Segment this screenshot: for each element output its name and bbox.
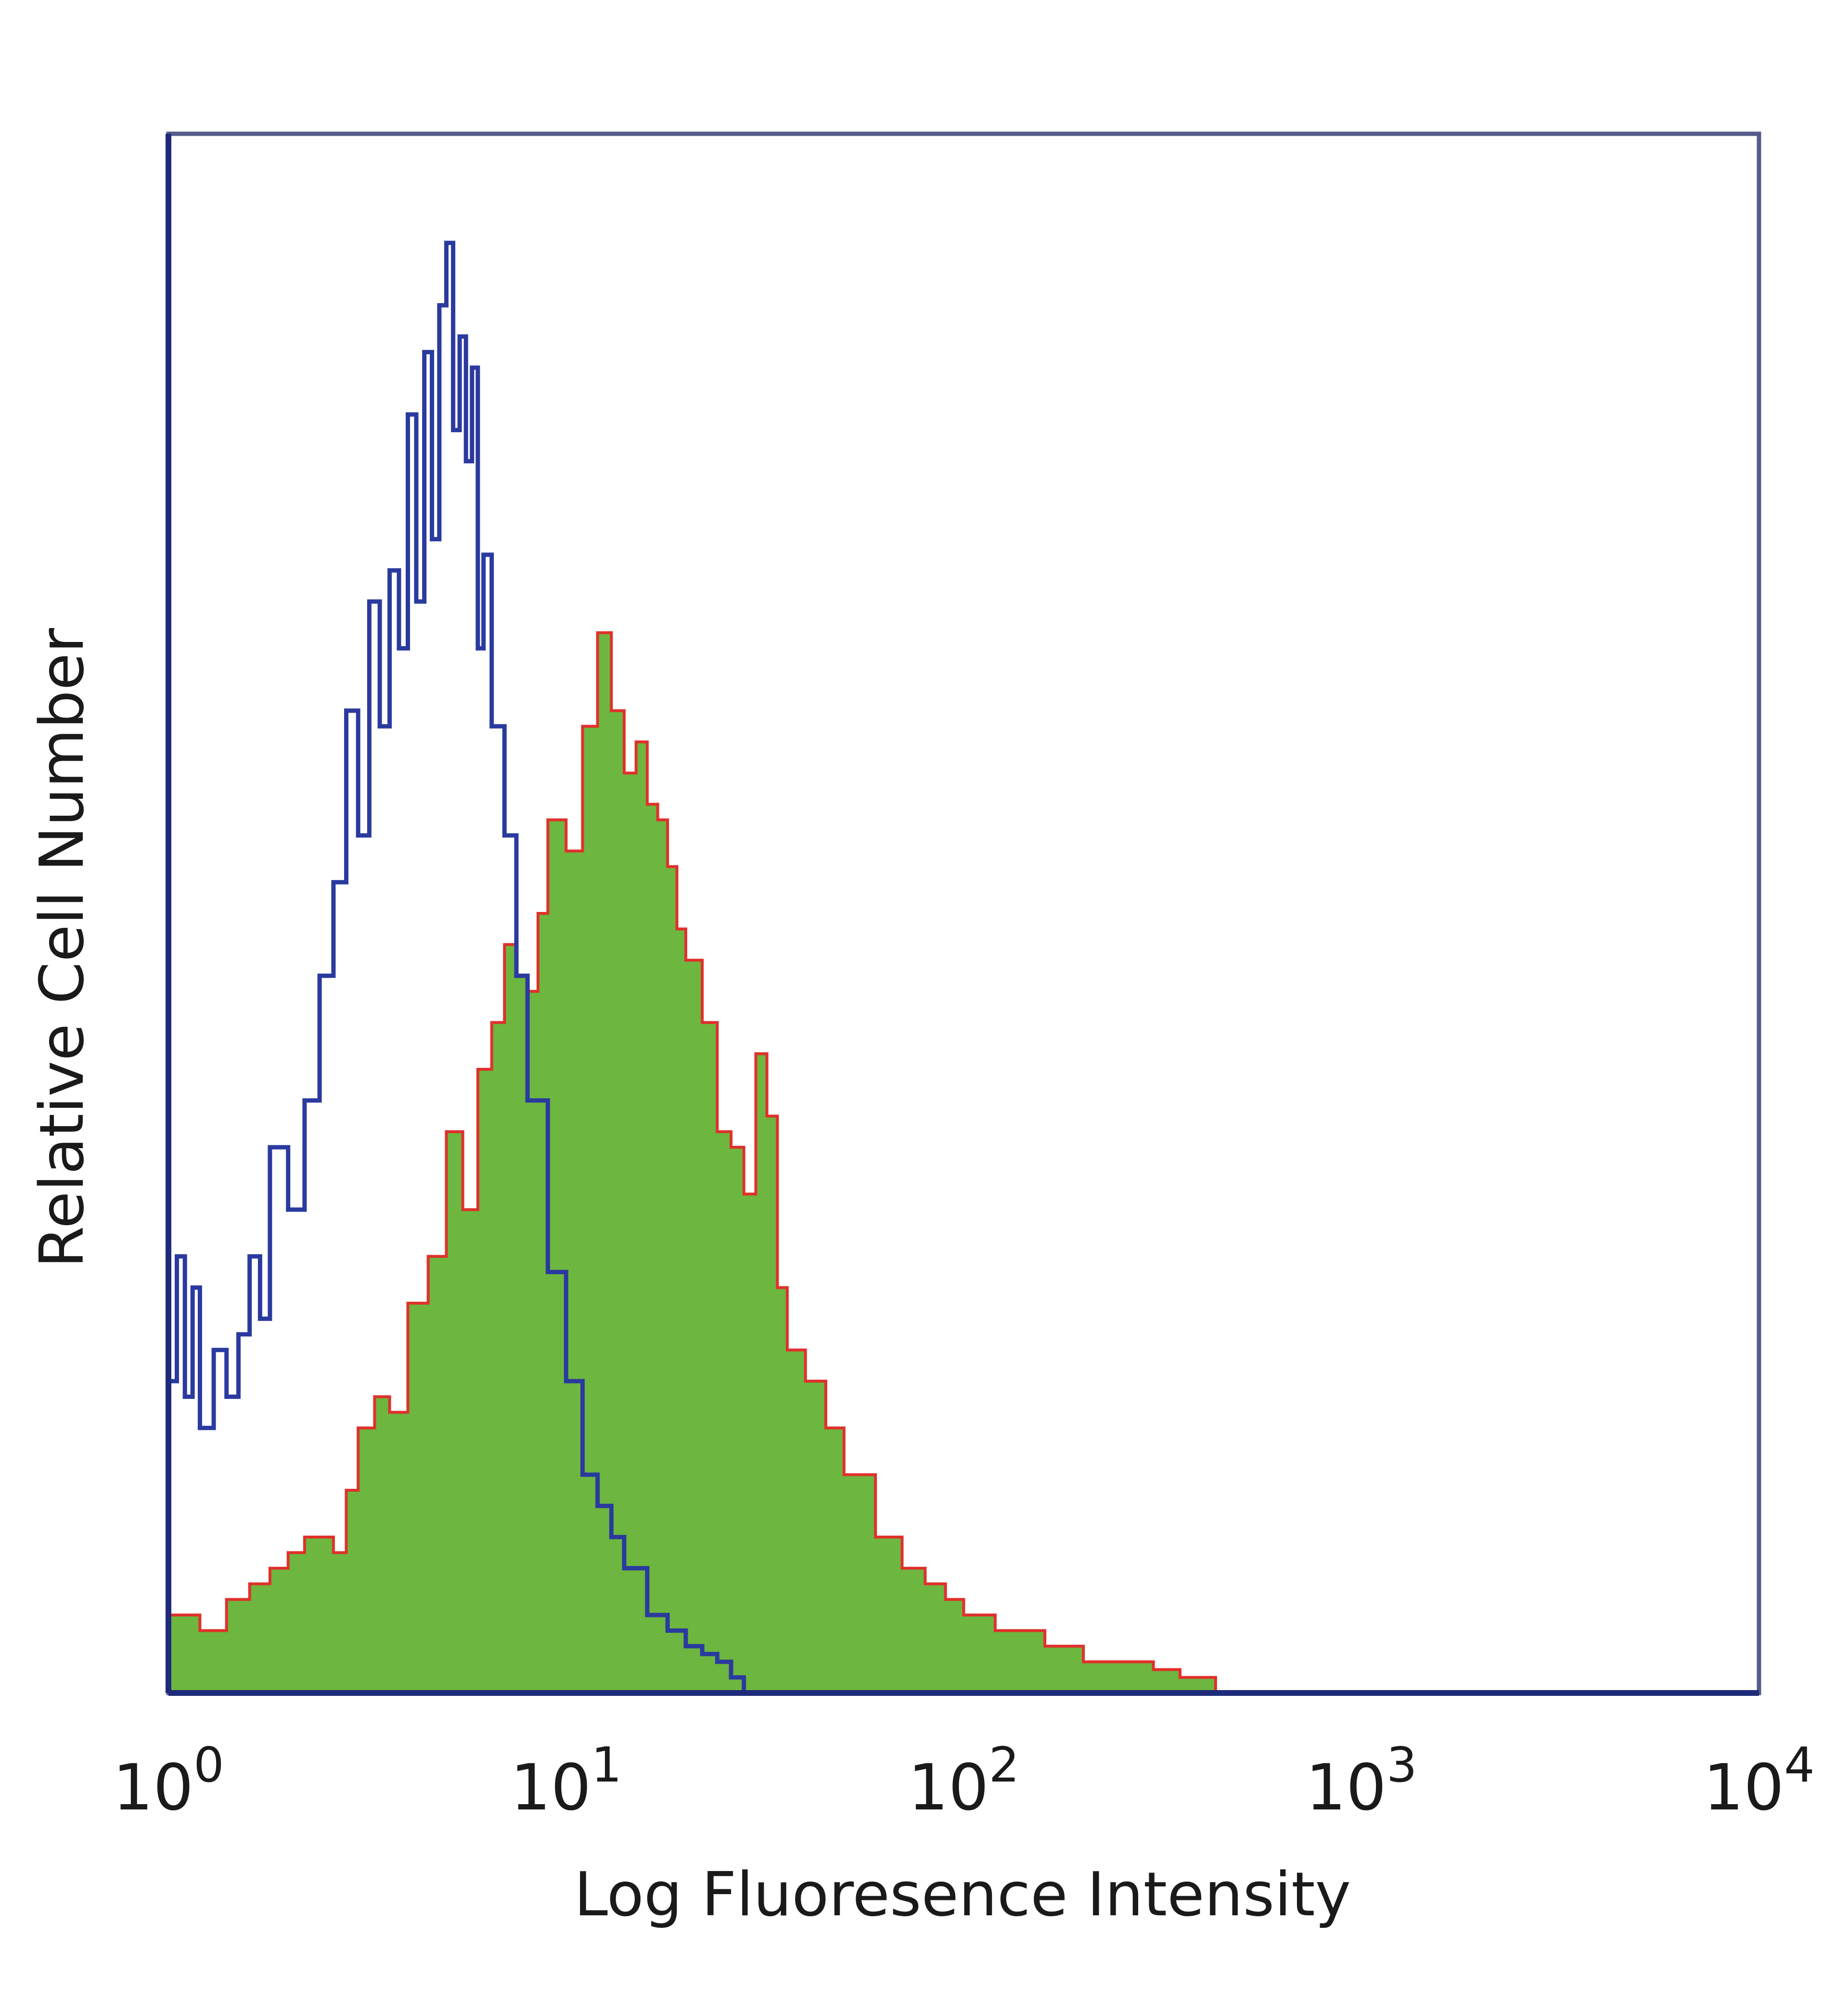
x-tick-label-2: 102 [908, 1737, 1020, 1825]
x-tick-label-0: 100 [113, 1737, 224, 1825]
x-tick-labels: 100 101 102 103 104 [113, 1737, 1815, 1825]
x-tick-label-4: 104 [1703, 1737, 1815, 1825]
x-tick-label-1: 101 [511, 1737, 622, 1825]
histogram-series-filled [167, 631, 1217, 1693]
x-axis-label: Log Fluoresence Intensity [574, 1859, 1351, 1930]
x-tick-label-3: 103 [1306, 1737, 1417, 1825]
plot-area [166, 241, 1217, 1693]
y-axis-label: Relative Cell Number [26, 628, 97, 1268]
histogram-series-outline [166, 241, 746, 1693]
